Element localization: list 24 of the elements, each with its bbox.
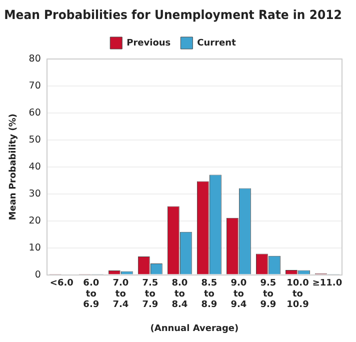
x-axis-title: (Annual Average) [150,324,239,334]
y-axis-title: Mean Probability (%) [8,114,19,220]
y-tick-label: 70 [28,80,41,92]
y-tick-label: 80 [28,53,41,64]
x-tick-label: 7.0 to 7.4 [112,278,129,310]
x-tick-label: 6.0 to 6.9 [83,278,100,310]
y-tick-label: 30 [28,188,41,200]
y-tick-label: 40 [28,161,41,172]
legend-label: Previous [126,38,171,48]
y-tick-label: 10 [28,242,41,254]
x-tick-label: 9.0 to 9.4 [230,278,247,310]
x-tick-label: 8.5 to 8.9 [201,278,218,310]
y-tick-label: 0 [34,269,41,280]
x-tick-label: 9.5 to 9.9 [260,278,276,310]
x-tick-label: 8.0 to 8.4 [172,278,188,310]
legend-label: Current [197,38,237,48]
x-tick-label: 7.5 to 7.9 [142,278,158,310]
y-tick-label: 50 [28,134,41,146]
y-tick-label: 20 [28,215,41,226]
x-tick-label: 10.0 to 10.9 [286,278,309,310]
x-tick-label: <6.0 [50,278,74,289]
y-tick-label: 60 [28,107,41,118]
x-tick-label: ≥11.0 [312,278,342,289]
chart-title: Mean Probabilities for Unemployment Rate in 2012 [4,7,342,22]
